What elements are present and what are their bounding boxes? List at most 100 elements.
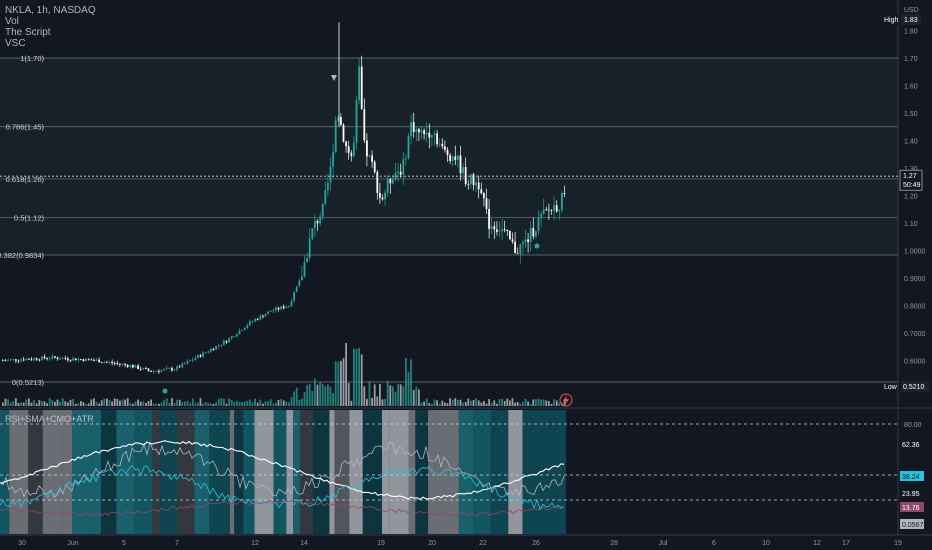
- time-tick: 22: [479, 540, 487, 547]
- volume-bar: [228, 398, 230, 406]
- indicator-stripe: [9, 410, 29, 534]
- legend-vsc[interactable]: VSC: [5, 38, 26, 49]
- indicator-stripe: [286, 410, 294, 534]
- candle-body: [293, 291, 295, 302]
- candle-body: [275, 307, 277, 311]
- candle-body: [217, 345, 220, 347]
- indicator-stripe: [91, 410, 102, 534]
- time-tick: 6: [712, 540, 716, 547]
- volume-bar: [93, 398, 95, 406]
- volume-bar: [168, 402, 171, 406]
- time-tick: Jul: [659, 540, 668, 547]
- candle-body: [548, 209, 550, 211]
- time-tick: 19: [894, 540, 902, 547]
- candle-body: [542, 209, 545, 214]
- candle-body: [204, 352, 207, 354]
- volume-bar: [293, 391, 295, 406]
- indicator-badge-value: 23.95: [902, 491, 920, 498]
- candle-body: [4, 360, 7, 362]
- candle-body: [480, 189, 483, 194]
- volume-bar: [20, 402, 22, 406]
- candle-body: [392, 179, 394, 184]
- volume-bar: [431, 403, 433, 406]
- volume-bar: [173, 403, 176, 406]
- volume-bar: [329, 386, 332, 406]
- candle-body: [147, 368, 150, 371]
- volume-bar: [459, 399, 462, 406]
- candle-body: [503, 229, 506, 230]
- candle-body: [184, 363, 186, 365]
- candle-body: [347, 146, 350, 153]
- candle-body: [516, 252, 519, 254]
- volume-bar: [441, 400, 444, 406]
- candle-body: [163, 369, 165, 371]
- indicator-stripe: [362, 410, 382, 534]
- current-price-value: 1.27: [903, 173, 917, 180]
- price-tick: 1.30: [904, 166, 918, 173]
- volume-bar: [446, 403, 449, 406]
- candle-body: [470, 174, 472, 185]
- candle-body: [290, 301, 293, 306]
- volume-bar: [264, 401, 267, 406]
- time-tick: 28: [610, 540, 618, 547]
- volume-bar: [241, 402, 243, 406]
- price-tick: 1.50: [904, 111, 918, 118]
- candle-body: [418, 128, 420, 133]
- indicator-stripe: [435, 410, 440, 534]
- volume-bar: [475, 398, 477, 406]
- candle-body: [236, 334, 238, 337]
- candle-body: [483, 193, 485, 199]
- candle-body: [2, 360, 4, 362]
- volume-bar: [553, 399, 555, 406]
- candle-body: [25, 358, 28, 361]
- volume-bar: [220, 398, 223, 406]
- volume-bar: [451, 399, 454, 406]
- candle-body: [51, 356, 54, 359]
- volume-bar: [59, 401, 61, 406]
- indicator-stripe: [428, 410, 436, 534]
- volume-bar: [95, 401, 98, 406]
- candle-body: [454, 156, 457, 160]
- indicator-badge-value: 13.76: [902, 505, 920, 512]
- candle-body: [256, 319, 259, 320]
- volume-bar: [397, 383, 399, 406]
- candle-body: [28, 358, 30, 360]
- candle-body: [511, 239, 514, 242]
- indicator-stripe: [538, 410, 551, 534]
- volume-bar: [204, 402, 207, 406]
- candle-body: [116, 363, 119, 365]
- time-tick: 12: [251, 540, 259, 547]
- volume-bar: [519, 403, 522, 406]
- candle-body: [561, 193, 563, 210]
- candle-body: [563, 193, 566, 194]
- candle-body: [501, 229, 503, 232]
- candle-body: [139, 368, 142, 370]
- candle-body: [524, 239, 527, 243]
- candle-body: [56, 357, 59, 359]
- volume-bar: [423, 401, 425, 406]
- volume-bar: [85, 403, 87, 406]
- candle-body: [9, 359, 12, 361]
- volume-bar: [212, 403, 215, 406]
- indicator-badge-value: 62.36: [902, 442, 920, 449]
- candle-body: [368, 155, 371, 157]
- indicator-title[interactable]: RSI+SMA+CMO+ATR: [5, 414, 94, 424]
- indicator-stripe: [234, 410, 244, 534]
- candle-body: [444, 146, 446, 150]
- candle-body: [64, 358, 67, 359]
- volume-bar: [542, 399, 545, 406]
- volume-bar: [181, 401, 184, 406]
- low-value-bg: [901, 381, 929, 392]
- candle-body: [555, 205, 558, 212]
- candle-body: [87, 358, 90, 360]
- volume-bar: [163, 400, 165, 406]
- high-value-bg: [901, 14, 921, 25]
- volume-bar: [501, 398, 503, 406]
- legend-script[interactable]: The Script: [5, 27, 51, 38]
- volume-bar: [33, 400, 35, 406]
- candle-body: [415, 128, 418, 133]
- candle-body: [197, 355, 199, 359]
- legend-symbol[interactable]: NKLA, 1h, NASDAQ: [5, 5, 96, 16]
- legend-volume[interactable]: Vol: [5, 16, 19, 27]
